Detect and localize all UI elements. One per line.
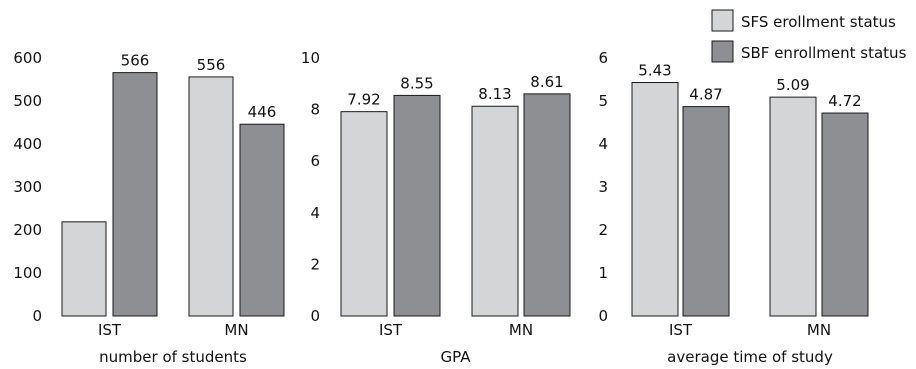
chart-panel-gpa: 0 2 4 6 8 10 7.92 8.13 8.55 8.61 IST MN GPA [301,49,571,366]
data-label: 5.09 [776,76,809,94]
data-label: 7.92 [347,91,380,109]
x-tick-label: MN [509,321,533,339]
bar-sfs-mn [188,76,234,317]
bar-sfs-ist [61,221,107,317]
data-label: 8.13 [478,85,511,103]
y-tick-label: 4 [310,204,320,222]
data-label: 5.43 [638,62,671,80]
bar-sbf-ist [682,106,730,317]
data-label: 566 [121,52,150,70]
bar-sbf-mn [523,93,571,317]
bar-sfs-ist [340,111,388,317]
legend: SFS erollment status SBF enrollment stat… [711,9,907,63]
bar-sbf-mn [821,112,869,317]
bar-sbf-mn [239,123,285,317]
bar-sbf-ist [112,72,158,317]
legend-label-sfs: SFS erollment status [741,13,896,31]
y-tick-label: 0 [310,307,320,325]
y-tick-label: 400 [13,135,42,153]
bar-sfs-mn [769,96,817,317]
y-tick-label: 4 [598,135,608,153]
x-axis-label: number of students [99,348,247,366]
y-tick-label: 200 [13,221,42,239]
y-tick-label: 0 [598,307,608,325]
y-tick-label: 500 [13,92,42,110]
x-tick-label: IST [379,321,403,339]
y-tick-label: 2 [310,255,320,273]
bar-sfs-mn [471,105,519,317]
y-tick-label: 300 [13,178,42,196]
legend-swatch-sbf [711,40,734,63]
legend-label-sbf: SBF enrollment status [741,44,907,62]
y-tick-label: 1 [598,264,608,282]
x-tick-label: IST [98,321,122,339]
x-tick-label: MN [807,321,831,339]
y-tick-label: 0 [32,307,42,325]
x-axis-label: average time of study [667,348,833,366]
y-tick-label: 6 [598,49,608,67]
y-tick-label: 6 [310,152,320,170]
y-tick-label: 8 [310,101,320,119]
data-label: 8.55 [400,74,433,92]
y-tick-label: 100 [13,264,42,282]
x-tick-label: IST [669,321,693,339]
y-tick-label: 600 [13,49,42,67]
data-label: 8.61 [530,73,563,91]
bar-sfs-ist [631,82,679,317]
x-axis-label: GPA [441,348,472,366]
legend-swatch-sfs [711,9,734,32]
data-label: 4.72 [828,92,861,110]
data-label: 556 [197,56,226,74]
chart-panel-average-time-of-study: 0 1 2 3 4 5 6 5.43 5.09 4.87 4.72 IST MN average time… [598,49,869,366]
y-tick-label: 5 [598,92,608,110]
y-tick-label: 2 [598,221,608,239]
y-tick-label: 10 [301,49,320,67]
data-label: 446 [248,103,277,121]
x-tick-label: MN [224,321,248,339]
y-tick-label: 3 [598,178,608,196]
data-label: 4.87 [689,86,722,104]
chart-panel-number-of-students: 0 100 200 300 400 500 600 556 566 446 IST MN number … [13,49,285,366]
bar-sbf-ist [393,94,441,317]
